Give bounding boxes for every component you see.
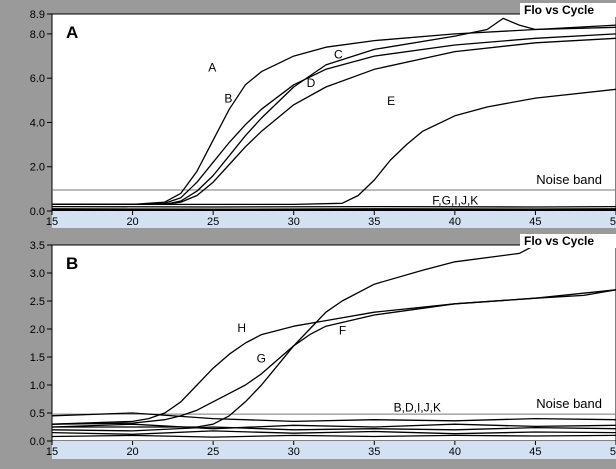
series-baseline-6-line: [52, 434, 616, 438]
y-tick-label: 4.0: [30, 117, 45, 129]
plot-title: Flo vs Cycle: [524, 3, 594, 17]
series-group: [52, 245, 616, 438]
series-baseline-4-line: [52, 423, 616, 430]
y-tick-label: 0.0: [30, 436, 45, 448]
plot-area: [51, 13, 616, 212]
title-banner: [520, 3, 616, 17]
y-tick-label: 3.0: [30, 268, 45, 280]
x-tick-label: 45: [529, 216, 541, 228]
series-c-line: [52, 17, 616, 206]
series-g-label: G: [257, 352, 266, 366]
x-tick-label: 50: [610, 446, 616, 458]
series-a-line: [52, 26, 616, 206]
series-b-d-i-j-k-line: [52, 412, 616, 423]
panel-letter-b: B: [66, 254, 78, 273]
panel-letter-a: A: [66, 23, 78, 42]
panel-a: 15 20 25 30 35 40 45 50 0.0 2.0 4.0 6.0 8.0 8.9 Noise …: [30, 3, 616, 228]
series-e-label: E: [387, 94, 395, 108]
series-d-label: D: [307, 76, 316, 90]
x-tick-label: 35: [368, 446, 380, 458]
y-tick-label: 8.9: [30, 9, 45, 21]
y-tick-label: 0.0: [30, 206, 45, 218]
y-tick-label: 0.5: [30, 408, 45, 420]
plot-area: [51, 244, 616, 442]
series-h-line: [52, 289, 616, 425]
x-tick-label: 40: [449, 446, 461, 458]
x-tick-label: 15: [46, 446, 58, 458]
x-axis-band: [52, 211, 616, 228]
x-tick-label: 45: [529, 446, 541, 458]
title-banner: [520, 234, 616, 248]
series-b-line: [52, 33, 616, 206]
x-tick-label: 20: [126, 216, 138, 228]
series-e-line: [52, 88, 616, 206]
series-a-label: A: [208, 61, 216, 75]
x-axis-band: [52, 441, 616, 459]
noise-band-label: Noise band: [536, 172, 602, 187]
series-h-label: H: [237, 321, 246, 335]
x-tick-label: 25: [207, 446, 219, 458]
series-baseline-5-line: [52, 430, 616, 435]
y-tick-label: 6.0: [30, 73, 45, 85]
series-group: [52, 17, 616, 211]
noise-band-label: Noise band: [536, 396, 602, 411]
x-tick-label: 50: [610, 216, 616, 228]
x-tick-label: 20: [126, 446, 138, 458]
x-tick-label: 25: [207, 216, 219, 228]
y-tick-label: 8.0: [30, 29, 45, 41]
series-b-d-i-j-k-label: B,D,I,J,K: [394, 400, 441, 414]
y-tick-label: 2.0: [30, 162, 45, 174]
series-f-g-i-j-k-label: F,G,I,J,K: [432, 193, 478, 207]
x-tick-label: 30: [288, 446, 300, 458]
x-tick-label: 35: [368, 216, 380, 228]
series-b-label: B: [224, 92, 232, 106]
x-tick-label: 30: [288, 216, 300, 228]
series-d-line: [52, 37, 616, 206]
series-c-label: C: [334, 47, 343, 61]
y-tick-label: 1.0: [30, 380, 45, 392]
y-tick-label: 3.5: [30, 240, 45, 252]
x-tick-label: 15: [46, 216, 58, 228]
series-f-label: F: [339, 324, 346, 338]
x-tick-label: 40: [449, 216, 461, 228]
y-tick-label: 2.0: [30, 324, 45, 336]
series-baseline-7-line: [52, 426, 616, 432]
panel-b: 15 20 25 30 35 40 45 50 0.0 0.5 1.0 1.5 2.0 2.5 3.0 3.5…: [30, 234, 616, 459]
plot-title: Flo vs Cycle: [524, 234, 594, 248]
y-tick-label: 1.5: [30, 352, 45, 364]
y-tick-label: 2.5: [30, 296, 45, 308]
